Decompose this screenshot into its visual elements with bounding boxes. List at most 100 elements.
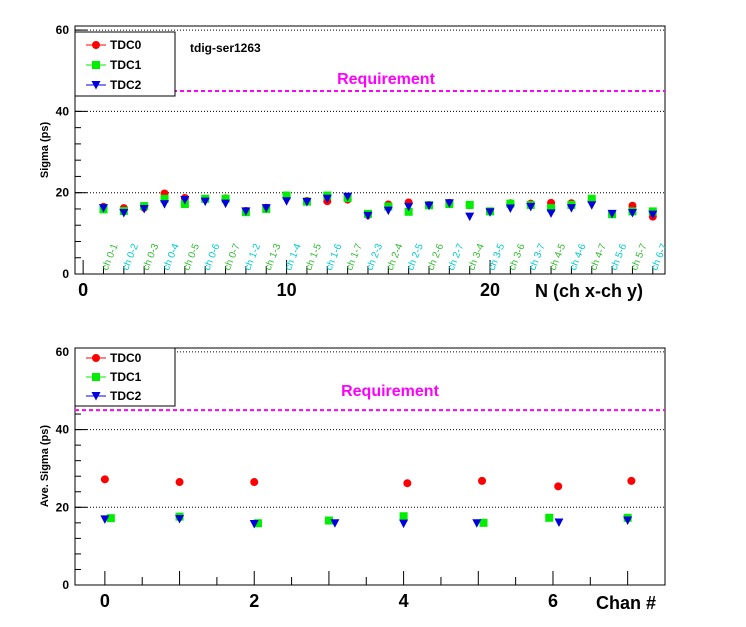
legend-marker-tdc2 <box>91 392 101 401</box>
tdc2-point <box>607 209 617 219</box>
tdc2-point <box>472 519 482 528</box>
panel-ave-sigma: 0 20 40 60 0 2 4 6 Chan # Ave. Sigma (ps) Requ… <box>39 345 666 613</box>
tdc2-point <box>587 201 597 210</box>
x-tick-label: 6 <box>548 591 558 611</box>
y-tick-label: 20 <box>56 500 70 514</box>
tdc1-point <box>221 194 230 203</box>
tdc2-point <box>180 196 190 205</box>
data-points <box>100 475 636 529</box>
x-tick-label: 0 <box>100 591 110 611</box>
legend: TDC0 TDC1 TDC2 <box>74 31 176 97</box>
tdc1-point <box>479 518 488 527</box>
tdc2-point <box>505 204 515 214</box>
x-tick-label: 20 <box>480 280 500 300</box>
x-axis-label: Chan # <box>596 593 656 613</box>
data-points <box>98 189 658 222</box>
tdc2-point <box>249 520 259 529</box>
tdc2-point <box>485 208 495 217</box>
y-tick-label: 40 <box>56 423 70 437</box>
y-axis-label: Ave. Sigma (ps) <box>39 425 51 507</box>
legend-label: TDC1 <box>110 370 142 384</box>
tdc0-point <box>478 476 487 485</box>
tdc2-point <box>221 199 231 209</box>
y-axis-ticks: 0 20 40 60 <box>56 345 87 592</box>
requirement-label: Requirement <box>341 383 439 400</box>
tdc2-point <box>363 211 373 221</box>
tdc2-point <box>241 207 251 216</box>
tdc1-point <box>545 513 554 522</box>
tdc2-point <box>139 204 149 214</box>
tdc0-point <box>627 476 636 485</box>
tdc2-point <box>444 199 454 208</box>
y-tick-label: 0 <box>62 578 69 592</box>
tdc2-point <box>322 194 332 204</box>
tdc2-point <box>627 209 637 218</box>
tdc1-point <box>160 194 169 203</box>
legend-label: TDC2 <box>110 389 142 403</box>
tdc0-point <box>175 478 184 487</box>
tdc2-point <box>554 518 564 527</box>
tdc1-point <box>506 199 515 208</box>
legend-label: TDC1 <box>110 58 142 72</box>
tdc2-point <box>343 192 353 202</box>
tdc1-point <box>404 207 413 216</box>
tdc2-point <box>175 514 185 524</box>
x-axis-ticks: 0 10 20 <box>78 260 654 300</box>
legend-marker-tdc2 <box>91 81 101 90</box>
tdc2-point <box>399 519 409 529</box>
y-tick-label: 0 <box>62 267 69 281</box>
tdc1-point <box>547 204 556 213</box>
tdc2-point <box>526 202 536 212</box>
requirement-label: Requirement <box>337 71 435 88</box>
legend-label: TDC2 <box>110 78 142 92</box>
tdc1-point <box>253 519 262 528</box>
tdc0-point <box>403 479 412 488</box>
legend-label: TDC0 <box>110 351 142 365</box>
legend-marker-tdc0 <box>92 41 100 49</box>
tdc2-point <box>566 204 576 213</box>
tdc2-point <box>98 204 108 213</box>
y-tick-label: 60 <box>56 345 70 359</box>
x-tick-label: 2 <box>249 591 259 611</box>
tdc2-point <box>302 198 312 207</box>
x-tick-label: 4 <box>399 591 409 611</box>
legend: TDC0 TDC1 TDC2 <box>74 347 176 407</box>
x-axis-label: N (ch x-ch y) <box>535 281 643 301</box>
legend-marker-tdc1 <box>92 61 100 69</box>
tdc2-point <box>119 209 129 218</box>
legend-label: TDC0 <box>110 38 142 52</box>
tdc0-point <box>100 475 109 484</box>
y-tick-label: 60 <box>56 23 70 37</box>
y-axis-ticks: 0 20 40 60 <box>56 23 87 281</box>
tdc2-point <box>261 204 271 213</box>
y-tick-label: 20 <box>56 186 70 200</box>
tdc2-point <box>648 210 658 220</box>
tdc1-point <box>324 516 333 525</box>
tdc2-point <box>546 209 556 218</box>
y-axis-label: Sigma (ps) <box>39 122 51 179</box>
tdc2-point <box>465 212 475 222</box>
tdc2-point <box>424 201 434 211</box>
tdc1-point <box>384 202 393 211</box>
grid-lines <box>75 29 665 194</box>
x-tick-label: 10 <box>277 280 297 300</box>
tdc1-point <box>282 191 291 200</box>
tdc2-point <box>623 516 633 526</box>
legend-marker-tdc0 <box>92 354 100 362</box>
x-axis-ticks: 0 2 4 6 <box>100 571 666 611</box>
tdc1-point <box>106 514 115 523</box>
tdc0-point <box>250 478 259 487</box>
device-annotation: tdig-ser1263 <box>190 41 261 55</box>
tdc1-point <box>465 200 474 209</box>
tdc2-point <box>404 202 414 212</box>
legend-marker-tdc1 <box>92 373 100 381</box>
tdc2-point <box>383 206 393 216</box>
tdc2-point <box>200 197 210 207</box>
tdc2-point <box>330 519 340 528</box>
tdc1-point <box>399 512 408 521</box>
tdc2-point <box>160 200 170 209</box>
grid-lines <box>75 351 665 508</box>
panel-sigma: 0 20 40 60 0 10 20 N (ch x-ch y) Sigma (ps) R… <box>39 23 670 301</box>
tdc1-point <box>587 194 596 203</box>
y-tick-label: 40 <box>56 104 70 118</box>
